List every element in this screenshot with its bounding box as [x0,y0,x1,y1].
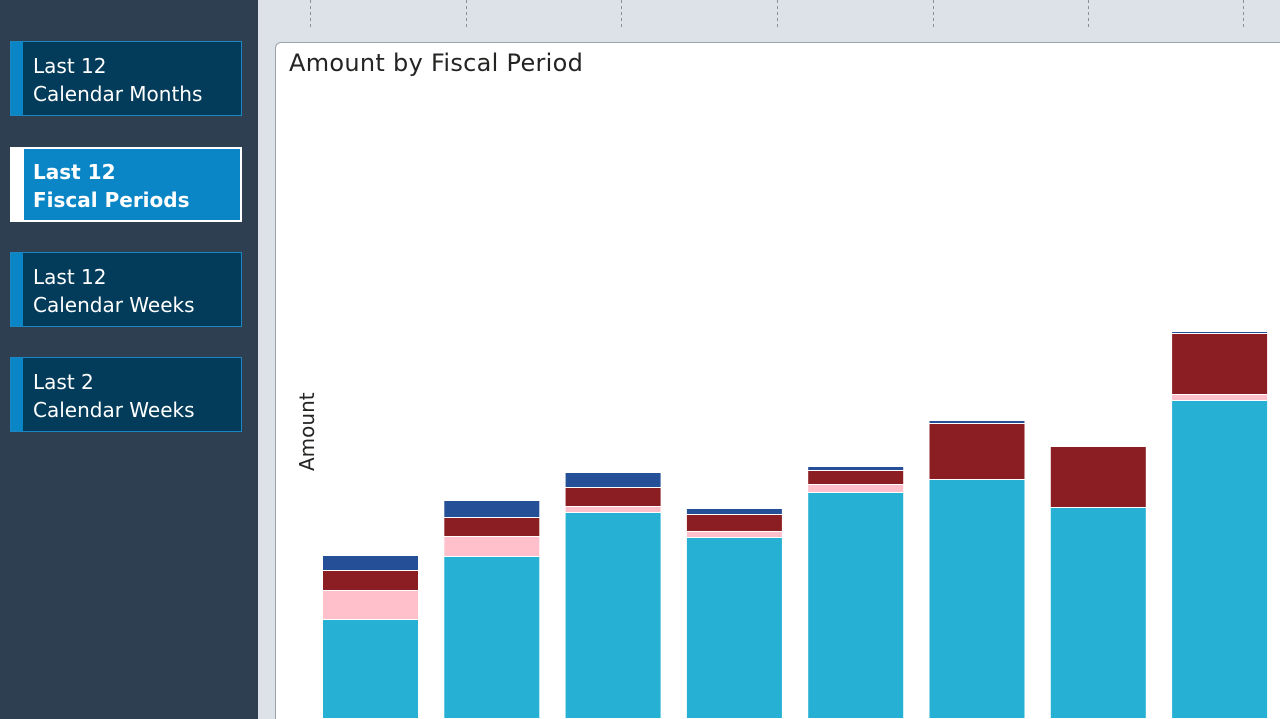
bar-segment-8-series-3[interactable] [1172,334,1268,394]
button-label-line2: Calendar Months [33,82,203,106]
button-last-12-fiscal-periods[interactable]: Last 12 Fiscal Periods [10,147,242,222]
bar-segment-6-series-3[interactable] [929,424,1025,479]
bar-segment-5-series-2[interactable] [808,485,904,492]
sidebar-panel: Last 12 Calendar Months Last 12 Fiscal P… [0,0,258,719]
bar-segment-8-series-2[interactable] [1172,395,1268,400]
bar-segment-2-series-2[interactable] [444,537,540,556]
bar-segment-5-series-3[interactable] [808,471,904,484]
button-label-line2: Fiscal Periods [33,188,190,212]
button-last-12-calendar-months[interactable]: Last 12 Calendar Months [10,41,242,116]
bar-segment-2-series-4[interactable] [444,501,540,517]
bar-segment-7-series-3[interactable] [1050,447,1146,507]
button-label-line1: Last 2 [33,370,94,394]
bar-segment-3-series-1[interactable] [565,513,661,718]
bar-segment-4-series-1[interactable] [686,538,782,718]
bar-segment-7-series-1[interactable] [1050,508,1146,718]
bar-segment-5-series-4[interactable] [808,467,904,470]
bar-segment-3-series-2[interactable] [565,507,661,512]
bar-segment-8-series-1[interactable] [1172,401,1268,718]
bar-segment-1-series-2[interactable] [323,591,418,619]
bar-segment-2-series-3[interactable] [444,518,540,536]
bar-segment-5-series-1[interactable] [808,493,904,718]
canvas-grid-mark [933,0,934,30]
bar-segment-8-series-4[interactable] [1172,332,1268,333]
button-label-line1: Last 12 [33,54,107,78]
button-label-line1: Last 12 [33,160,116,184]
button-label-line1: Last 12 [33,265,107,289]
bar-segment-4-series-2[interactable] [686,532,782,537]
canvas-grid-mark [466,0,467,30]
canvas-grid-mark [1243,0,1244,30]
bar-segment-4-series-4[interactable] [686,509,782,514]
canvas-grid-mark [1088,0,1089,30]
chart-title: Amount by Fiscal Period [289,49,584,77]
button-label-line2: Calendar Weeks [33,398,195,422]
bar-segment-4-series-3[interactable] [686,515,782,531]
bar-segment-6-series-1[interactable] [929,480,1025,718]
bar-segment-2-series-1[interactable] [444,557,540,718]
button-last-12-calendar-weeks[interactable]: Last 12 Calendar Weeks [10,252,242,327]
bar-segment-3-series-3[interactable] [565,488,661,506]
button-label-line2: Calendar Weeks [33,293,195,317]
canvas-grid-mark [310,0,311,30]
canvas-grid-mark [777,0,778,30]
bar-segment-1-series-1[interactable] [323,620,418,718]
bar-segment-3-series-4[interactable] [565,473,661,487]
bar-segment-1-series-3[interactable] [323,571,418,590]
bar-segment-1-series-4[interactable] [323,556,418,570]
bar-segment-6-series-4[interactable] [929,421,1025,423]
canvas-grid-mark [621,0,622,30]
button-last-2-calendar-weeks[interactable]: Last 2 Calendar Weeks [10,357,242,432]
